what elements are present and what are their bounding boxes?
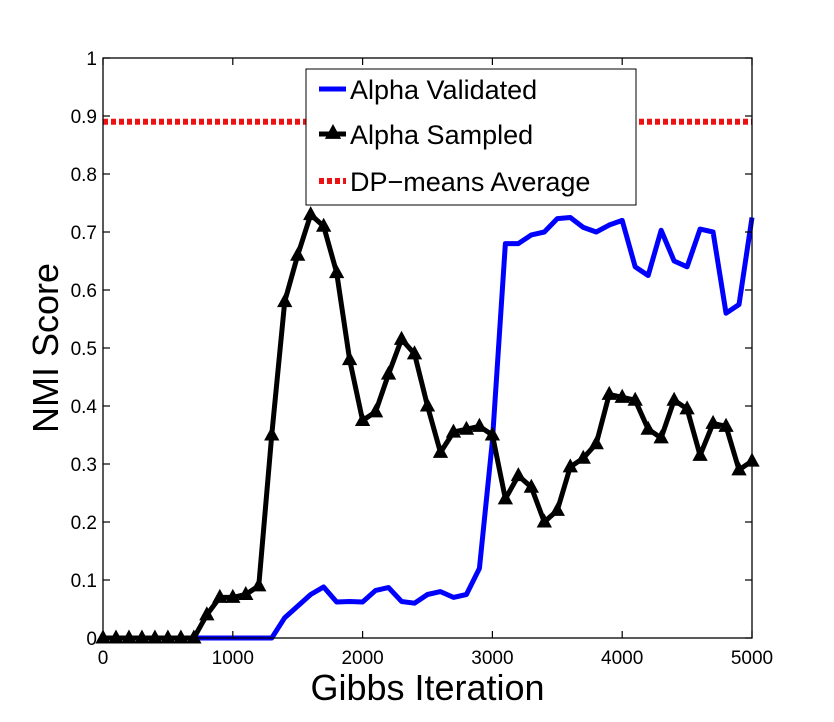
data-point-marker [264,426,280,441]
legend-label: DP−means Average [350,167,590,197]
data-point-marker [406,345,423,360]
data-point-marker [316,217,332,232]
legend-item-dp-means-average: DP−means Average [319,167,590,197]
data-point-marker [303,206,319,221]
data-point-marker [679,400,695,415]
data-point-marker [445,423,462,438]
data-point-marker [510,467,527,482]
y-tick-label: 1 [86,49,97,70]
data-point-marker [666,391,682,406]
data-point-marker [393,330,410,345]
data-point-marker [432,443,449,458]
y-tick-label: 0.5 [71,339,97,360]
y-tick-label: 0.2 [71,513,97,534]
data-point-marker [601,385,617,400]
legend-item-alpha-sampled: Alpha Sampled [319,120,533,150]
data-point-marker [134,629,150,644]
data-point-marker [354,412,371,427]
x-tick-label: 4000 [601,648,643,669]
y-tick-label: 0.7 [71,223,97,244]
x-axis-title: Gibbs Iteration [310,667,544,708]
data-point-marker [536,513,552,528]
data-point-marker [640,420,656,435]
x-tick-label: 5000 [731,648,773,669]
data-point-marker [367,403,384,418]
legend: Alpha Validated Alpha Sampled DP−means A… [305,68,637,206]
data-point-marker [562,458,578,473]
data-point-marker [251,577,267,592]
series-line [103,212,754,641]
data-point-marker [471,417,488,432]
legend-label: Alpha Validated [350,75,537,105]
data-point-marker [341,351,358,366]
data-point-marker [484,426,501,441]
data-point-marker [731,461,747,476]
y-tick-label: 0.6 [71,281,97,302]
y-tick-label: 0.4 [71,397,98,418]
data-point-marker [121,629,137,644]
x-tick-label: 0 [98,648,109,669]
data-point-marker [627,391,643,406]
data-point-marker [277,293,293,308]
y-tick-label: 0.8 [71,165,97,186]
data-point-marker [290,246,306,261]
data-point-marker [419,397,436,412]
data-point-marker [458,420,475,435]
y-tick-label: 0.1 [71,571,97,592]
data-point-marker [238,586,254,601]
y-tick-label: 0.3 [71,455,97,476]
legend-label: Alpha Sampled [350,120,533,150]
data-point-marker [173,629,189,644]
axes-layer: 0 1000 2000 3000 4000 5000 0 0.1 0.2 0.3 0.4 0.5 0.6… [71,49,774,669]
series-line [103,215,755,641]
data-point-marker [588,435,604,450]
data-point-marker [523,478,539,493]
data-point-marker [549,501,565,516]
data-point-marker [653,429,669,444]
data-point-marker [497,490,514,505]
data-point-marker [186,629,202,644]
data-point-marker [147,629,163,644]
data-point-marker [692,446,708,461]
data-point-marker [108,629,124,644]
data-point-marker [380,365,397,380]
y-tick-label: 0.9 [71,107,97,128]
y-tick-label: 0 [86,629,97,650]
legend-item-alpha-validated: Alpha Validated [319,75,537,105]
x-tick-label: 2000 [341,648,383,669]
data-point-marker [225,588,241,603]
legend-box [305,68,637,206]
data-point-marker [718,417,734,432]
legend-marker-triangle [324,124,342,139]
data-point-marker [614,388,630,403]
data-point-marker [705,414,721,429]
x-tick-label: 3000 [471,648,513,669]
data-point-marker [212,588,228,603]
data-point-marker [160,629,176,644]
data-point-marker [575,449,591,464]
data-point-marker [199,606,215,621]
y-axis-title: NMI Score [25,263,66,433]
x-tick-label: 1000 [212,648,254,669]
data-point-marker [328,264,345,279]
